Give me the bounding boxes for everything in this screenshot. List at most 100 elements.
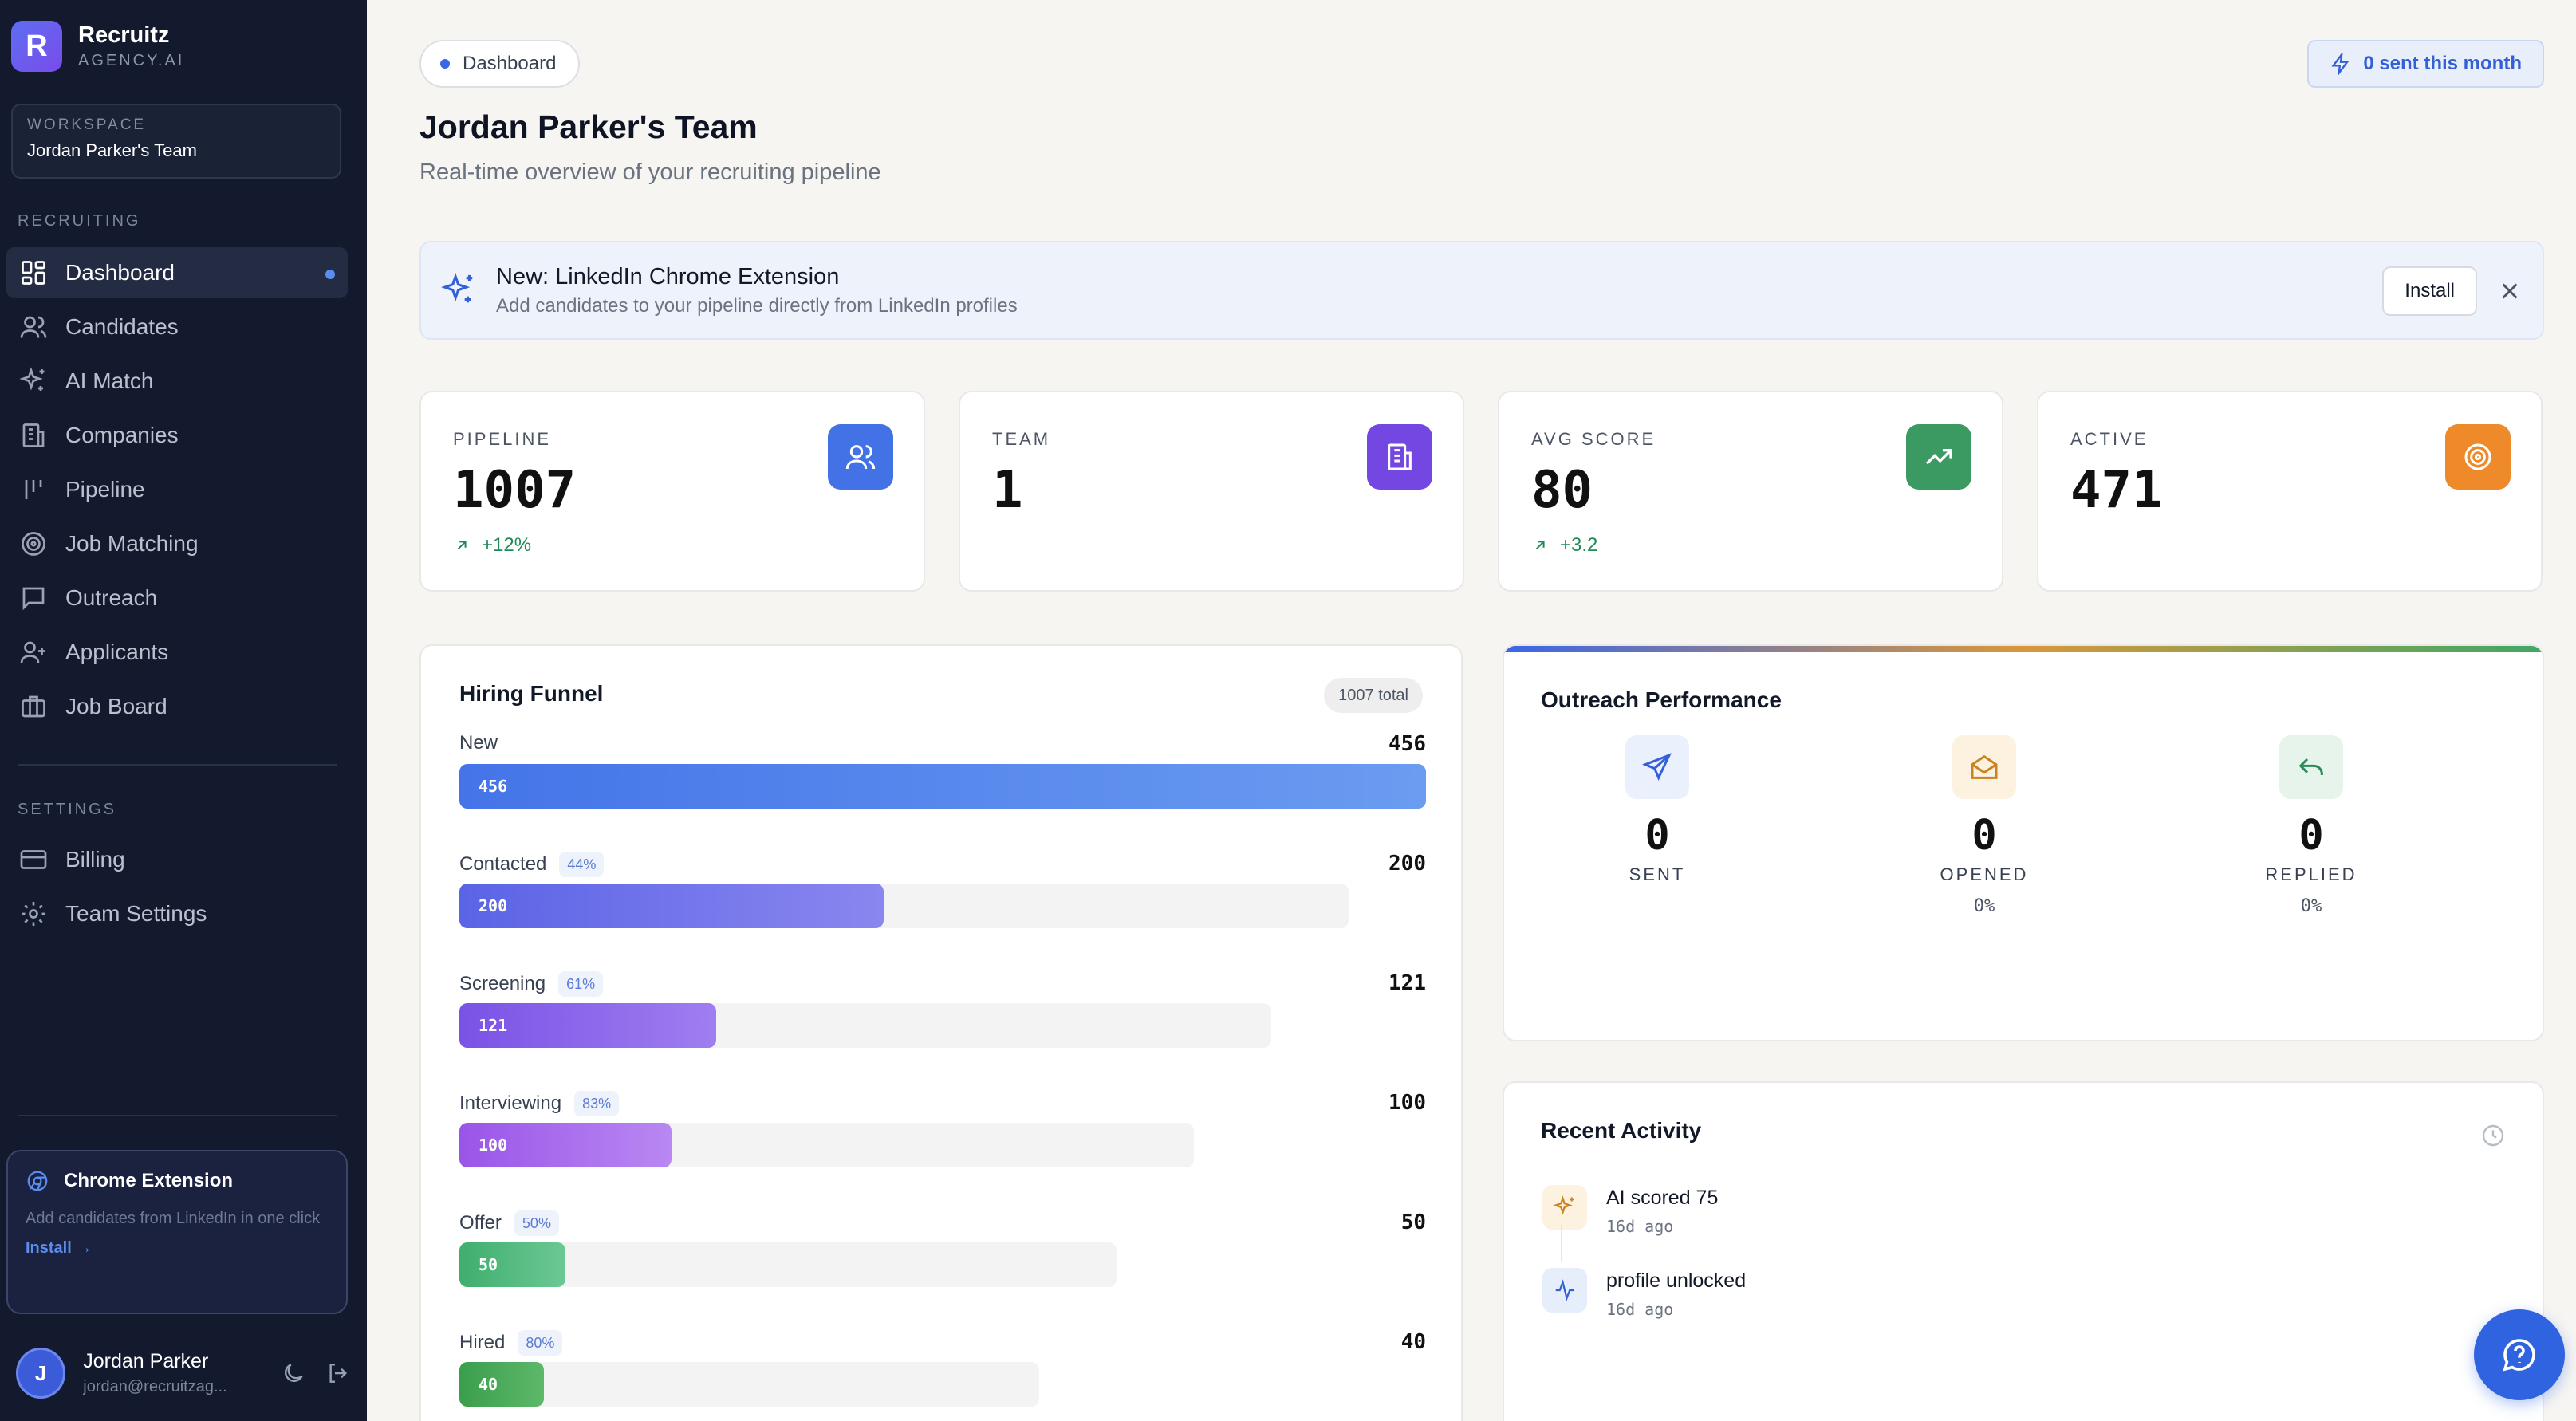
stage-conversion-badge: 50% — [514, 1210, 559, 1236]
metric-percent: 0% — [2300, 896, 2322, 916]
sidebar-divider — [18, 764, 337, 766]
sidebar-item-label: Outreach — [65, 585, 158, 610]
recruiting-section-label: RECRUITING — [18, 212, 141, 230]
sent-badge-label: 0 sent this month — [2363, 53, 2522, 74]
page-title: Jordan Parker's Team — [419, 108, 758, 145]
stat-card-active: ACTIVE 471 — [2037, 391, 2543, 592]
sidebar-item-job-board[interactable]: Job Board — [6, 681, 348, 732]
sent-this-month-badge[interactable]: 0 sent this month — [2307, 40, 2544, 88]
sparkles-icon — [1542, 1185, 1587, 1230]
sidebar-divider — [18, 1115, 337, 1116]
sidebar-item-pipeline[interactable]: Pipeline — [6, 464, 348, 515]
metric-value: 0 — [1644, 812, 1670, 860]
stat-card-team: TEAM 1 — [959, 391, 1464, 592]
funnel-stage-contacted: Contacted 44% 200 200 — [459, 852, 1426, 963]
brand-name: Recruitz — [78, 22, 170, 48]
stage-track: 40 — [459, 1362, 1039, 1407]
stat-delta: +3.2 — [1531, 534, 1597, 557]
brand-logo: R — [11, 21, 62, 72]
sidebar-item-label: Applicants — [65, 640, 169, 664]
avatar[interactable]: J — [16, 1348, 66, 1399]
stat-card-avg-score: AVG SCORE 80 +3.2 — [1498, 391, 2003, 592]
user-profile: J Jordan Parker jordan@recruitzag... — [16, 1348, 351, 1399]
sidebar-item-label: Job Matching — [65, 531, 199, 556]
dashboard-icon — [19, 258, 48, 287]
stat-value: 471 — [2070, 461, 2163, 520]
sidebar-item-label: AI Match — [65, 368, 154, 393]
promo-text: Add candidates from LinkedIn in one clic… — [26, 1210, 321, 1227]
arrow-up-right-icon — [453, 537, 471, 554]
metric-percent: 0% — [1973, 896, 1995, 916]
recent-activity-card: Recent Activity AI scored 75 16d ago pro… — [1503, 1081, 2544, 1421]
outreach-performance-card: Outreach Performance 0 SENT 0 OPENED 0% … — [1503, 644, 2544, 1041]
outreach-metric-sent: 0 SENT — [1562, 735, 1753, 885]
close-icon[interactable] — [2496, 278, 2523, 305]
outreach-title: Outreach Performance — [1541, 687, 1782, 712]
help-chat-button[interactable] — [2474, 1309, 2565, 1400]
chrome-icon — [26, 1169, 49, 1193]
stage-track: 50 — [459, 1242, 1117, 1287]
stat-delta: +12% — [453, 534, 531, 557]
user-plus-icon — [19, 638, 48, 667]
stage-label: New — [459, 732, 498, 754]
user-email: jordan@recruitzag... — [83, 1378, 227, 1395]
stage-track: 456 — [459, 764, 1426, 809]
stage-count: 100 — [1388, 1091, 1426, 1115]
target-icon — [2445, 424, 2511, 490]
stage-count: 456 — [1388, 732, 1426, 756]
building-icon — [1367, 424, 1432, 490]
sidebar-item-companies[interactable]: Companies — [6, 410, 348, 461]
users-icon — [19, 313, 48, 341]
hiring-funnel-card: Hiring Funnel 1007 total New 456 456 Contac… — [419, 644, 1463, 1421]
stage-conversion-badge: 83% — [574, 1091, 620, 1116]
stage-count: 50 — [1400, 1210, 1426, 1234]
workspace-label: WORKSPACE — [27, 116, 147, 133]
logout-icon[interactable] — [325, 1360, 351, 1386]
stage-conversion-badge: 44% — [559, 852, 605, 877]
moon-icon[interactable] — [281, 1360, 306, 1386]
workspace-switcher[interactable]: WORKSPACE Jordan Parker's Team — [11, 104, 341, 179]
sidebar-item-job-matching[interactable]: Job Matching — [6, 518, 348, 569]
sidebar-item-outreach[interactable]: Outreach — [6, 573, 348, 624]
stage-bar: 50 — [459, 1242, 565, 1287]
banner-title: New: LinkedIn Chrome Extension — [496, 263, 840, 289]
stage-bar: 40 — [459, 1362, 544, 1407]
activity-item[interactable]: AI scored 75 16d ago — [1542, 1185, 2021, 1249]
arrow-up-right-icon — [1531, 537, 1549, 554]
active-indicator — [325, 270, 335, 279]
funnel-stage-screening: Screening 61% 121 121 — [459, 971, 1426, 1083]
metric-label: REPLIED — [2265, 864, 2357, 884]
outreach-metric-replied: 0 REPLIED 0% — [2216, 735, 2407, 916]
sidebar-item-label: Billing — [65, 847, 125, 872]
building-icon — [19, 421, 48, 450]
mail-open-icon — [1952, 735, 2016, 799]
sidebar-item-label: Job Board — [65, 694, 167, 718]
metric-value: 0 — [2298, 812, 2324, 860]
sidebar-item-dashboard[interactable]: Dashboard — [6, 247, 348, 298]
workspace-name: Jordan Parker's Team — [27, 140, 197, 160]
stat-value: 80 — [1531, 461, 1593, 520]
stage-label: Interviewing 83% — [459, 1091, 620, 1116]
sidebar-item-candidates[interactable]: Candidates — [6, 301, 348, 352]
metric-value: 0 — [1971, 812, 1997, 860]
sidebar-item-team-settings[interactable]: Team Settings — [6, 888, 348, 939]
sparkles-icon — [440, 272, 477, 309]
sparkles-icon — [19, 367, 48, 396]
send-icon — [1625, 735, 1689, 799]
install-button[interactable]: Install — [2382, 266, 2477, 316]
stage-label: Screening 61% — [459, 971, 604, 997]
activity-item[interactable]: profile unlocked 16d ago — [1542, 1268, 2021, 1332]
stage-bar: 121 — [459, 1003, 716, 1048]
breadcrumb-label: Dashboard — [463, 53, 557, 74]
sidebar-item-billing[interactable]: Billing — [6, 834, 348, 885]
sidebar-item-ai-match[interactable]: AI Match — [6, 356, 348, 407]
stage-track: 100 — [459, 1123, 1194, 1167]
brand[interactable]: R Recruitz AGENCY.AI — [11, 21, 184, 72]
activity-icon — [1542, 1268, 1587, 1313]
stage-conversion-badge: 61% — [558, 971, 604, 997]
sidebar-item-applicants[interactable]: Applicants — [6, 627, 348, 678]
stage-label: Hired 80% — [459, 1330, 563, 1356]
activity-timeline-line — [1561, 1225, 1562, 1262]
activity-title-text: AI scored 75 — [1606, 1187, 1719, 1209]
promo-install-link[interactable]: Install → — [26, 1239, 93, 1257]
